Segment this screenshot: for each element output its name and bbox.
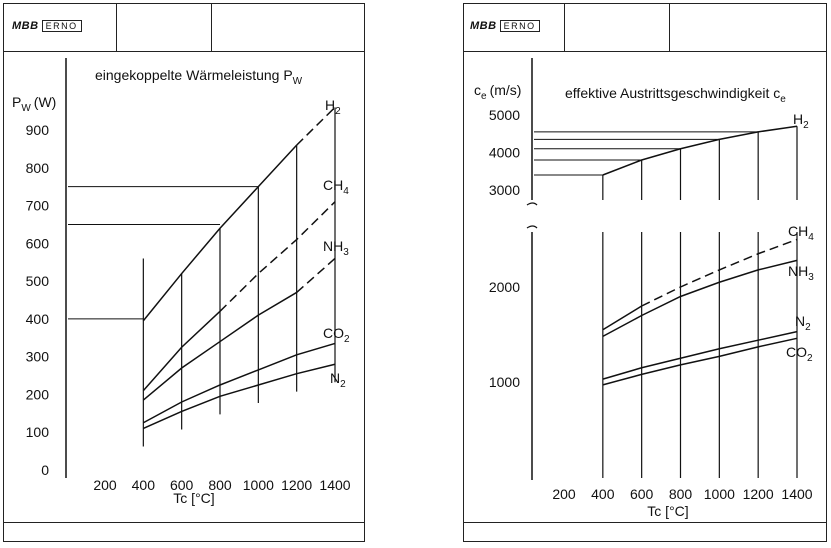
gridlines xyxy=(68,107,336,447)
y-tick-4000: 4000 xyxy=(489,145,520,161)
axis-break-mark xyxy=(526,202,538,229)
series-lines xyxy=(142,106,336,430)
y-tick-300: 300 xyxy=(26,349,50,365)
series-label-co2: CO2 xyxy=(786,344,813,364)
series-labels: H2 CH4 NH3 N2 CO2 xyxy=(786,111,814,364)
left-chart-sheet: MBB ERNO xyxy=(3,3,365,542)
y-tick-700: 700 xyxy=(26,198,50,214)
y-tick-3000: 3000 xyxy=(489,182,520,198)
series-label-nh3: NH3 xyxy=(788,263,814,283)
series-line-ch4-dashed xyxy=(641,238,798,307)
header-cell-2 xyxy=(564,4,670,51)
y-axis-label: PW (W) xyxy=(12,94,56,114)
x-tick-600: 600 xyxy=(630,486,654,502)
company-logo: MBB ERNO xyxy=(12,20,82,32)
y-tick-600: 600 xyxy=(26,235,50,251)
x-axis-label: Tc [°C] xyxy=(647,503,688,519)
series-label-h2: H2 xyxy=(793,111,809,131)
series-label-nh3: NH3 xyxy=(323,238,349,258)
series-labels: H2 CH4 NH3 CO2 N2 xyxy=(323,97,350,390)
exhaust-velocity-chart: ce (m/s) effektive Austrittsgeschwindigke… xyxy=(474,58,814,519)
gridlines xyxy=(534,126,798,478)
x-tick-1400: 1400 xyxy=(319,477,350,493)
series-label-ch4: CH4 xyxy=(788,223,814,243)
y-tick-400: 400 xyxy=(26,311,50,327)
sheet-footer xyxy=(4,522,364,541)
series-line-ch4-dashed xyxy=(219,201,336,312)
y-tick-500: 500 xyxy=(26,273,50,289)
x-axis-label: Tc [°C] xyxy=(173,490,214,506)
company-logo: MBB ERNO xyxy=(470,20,540,32)
x-tick-200: 200 xyxy=(93,477,117,493)
series-lines xyxy=(602,125,798,386)
y-tick-200: 200 xyxy=(26,386,50,402)
y-tick-900: 900 xyxy=(26,122,50,138)
series-label-h2: H2 xyxy=(325,97,341,117)
series-line-h2 xyxy=(142,144,298,322)
series-line-ch4 xyxy=(142,310,221,392)
series-line-h2-dashed xyxy=(296,106,336,146)
right-chart-sheet: MBB ERNO xyxy=(463,3,827,542)
x-tick-400: 400 xyxy=(132,477,156,493)
x-tick-1200: 1200 xyxy=(281,477,312,493)
y-tick-labels: 3000 4000 5000 1000 2000 xyxy=(489,107,520,390)
x-tick-200: 200 xyxy=(552,486,576,502)
series-line-n2 xyxy=(602,330,798,380)
logo-cell: MBB ERNO xyxy=(4,4,117,51)
sheet-header: MBB ERNO xyxy=(4,4,364,52)
series-label-ch4: CH4 xyxy=(323,177,349,197)
y-axis-label: ce (m/s) xyxy=(474,82,521,102)
sheet-footer xyxy=(464,522,826,541)
x-tick-1400: 1400 xyxy=(781,486,812,502)
sheet-header: MBB ERNO xyxy=(464,4,826,52)
x-tick-1200: 1200 xyxy=(743,486,774,502)
header-cell-2 xyxy=(116,4,212,51)
x-tick-1000: 1000 xyxy=(243,477,274,493)
x-tick-labels: 200 400 600 800 1000 1200 1400 xyxy=(552,486,812,502)
y-tick-0: 0 xyxy=(41,462,49,478)
y-tick-1000: 1000 xyxy=(489,374,520,390)
series-line-h2 xyxy=(602,125,798,176)
series-line-nh3 xyxy=(602,259,798,338)
y-tick-5000: 5000 xyxy=(489,107,520,123)
series-label-n2: N2 xyxy=(330,370,346,390)
series-line-nh3 xyxy=(142,291,298,401)
y-tick-2000: 2000 xyxy=(489,279,520,295)
x-tick-600: 600 xyxy=(170,477,194,493)
x-tick-800: 800 xyxy=(669,486,693,502)
y-tick-labels: 0 100 200 300 400 500 600 700 800 900 xyxy=(26,122,50,478)
series-label-n2: N2 xyxy=(795,313,811,333)
logo-cell: MBB ERNO xyxy=(464,4,565,51)
heat-power-chart: PW (W) eingekoppelte Wärmeleistung PW Tc … xyxy=(12,58,351,506)
x-tick-800: 800 xyxy=(208,477,232,493)
series-line-co2 xyxy=(602,337,798,386)
x-tick-1000: 1000 xyxy=(704,486,735,502)
chart-title: effektive Austrittsgeschwindigkeit ce xyxy=(565,85,786,105)
series-label-co2: CO2 xyxy=(323,325,350,345)
x-tick-400: 400 xyxy=(591,486,615,502)
series-line-ch4 xyxy=(602,305,643,331)
series-line-n2 xyxy=(143,363,336,430)
x-tick-labels: 200 400 600 800 1000 1200 1400 xyxy=(93,477,350,493)
y-tick-800: 800 xyxy=(26,160,50,176)
chart-title: eingekoppelte Wärmeleistung PW xyxy=(95,67,303,87)
y-tick-100: 100 xyxy=(26,424,50,440)
series-line-co2 xyxy=(142,342,336,424)
series-line-nh3-dashed xyxy=(296,257,336,294)
